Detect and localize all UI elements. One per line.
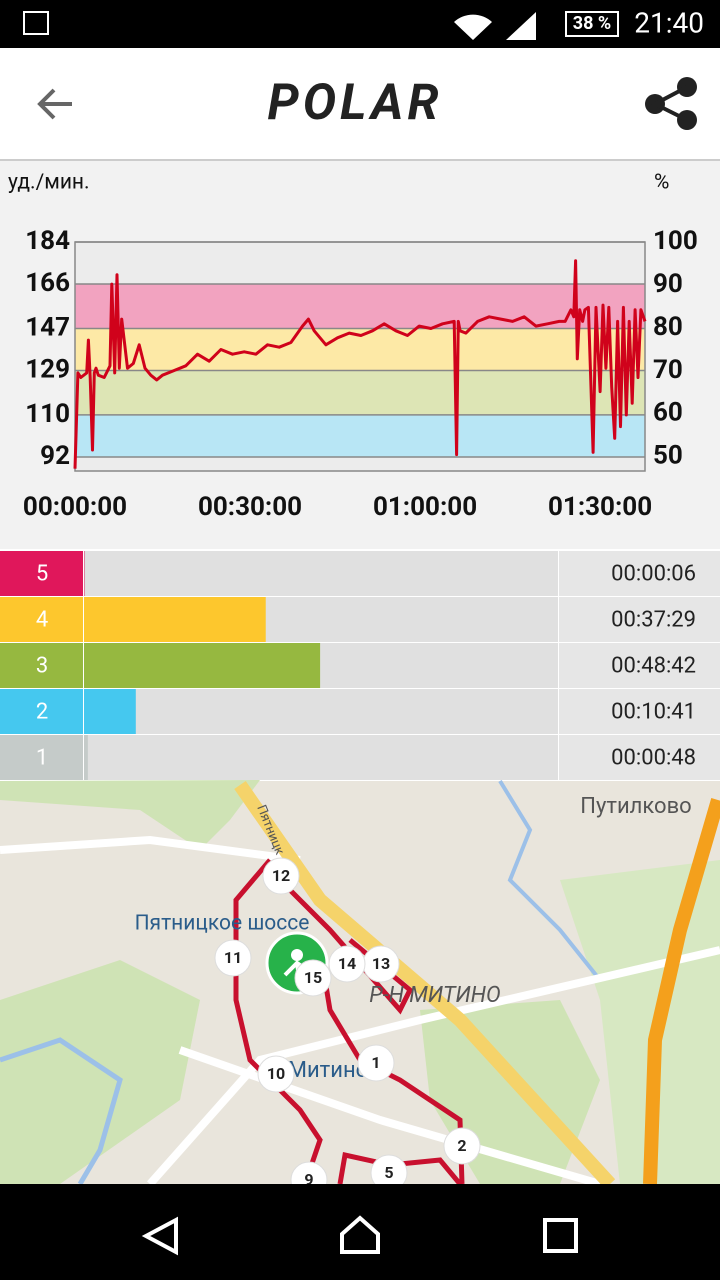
map-label: Пятницкое шоссе: [135, 912, 310, 936]
x-tick-label: 00:30:00: [198, 492, 302, 522]
route-marker-label: 12: [272, 866, 290, 885]
zone-number: 1: [36, 745, 48, 770]
y2-tick-label: 90: [653, 269, 683, 299]
y2-tick-label: 80: [653, 312, 683, 342]
zone-band: [75, 415, 645, 457]
clock: 21:40: [634, 6, 704, 39]
x-tick-label: 01:30:00: [548, 492, 652, 522]
zone-time: 00:00:06: [611, 561, 696, 586]
zone-list: 5 00:00:06 4 00:37:29 3 00:48:42 2 00:10:41 1 00:…: [0, 551, 720, 780]
y-tick-label: 184: [25, 226, 70, 256]
route-marker-label: 15: [304, 968, 322, 987]
zone-time: 00:10:41: [611, 699, 696, 724]
map-label: Путилково: [580, 794, 691, 819]
route-marker-label: 5: [384, 1163, 393, 1182]
logo: POLAR: [267, 74, 442, 132]
y-tick-label: 110: [25, 399, 70, 429]
route-marker-label: 10: [267, 1064, 285, 1083]
zone-time: 00:00:48: [611, 745, 696, 770]
y2-tick-label: 70: [653, 355, 683, 385]
zone-bar: [84, 597, 266, 642]
zone-bar: [84, 643, 320, 688]
map-label: Митино: [288, 1058, 368, 1083]
zone-number: 5: [36, 561, 48, 586]
y-tick-label: 166: [25, 268, 70, 298]
zone-number: 3: [36, 653, 48, 678]
battery-level: 38 %: [573, 13, 611, 34]
navigation-bar: [0, 1184, 720, 1280]
zone-time: 00:48:42: [611, 653, 696, 678]
x-tick-label: 00:00:00: [23, 492, 127, 522]
y-axis-unit: уд./мин.: [8, 171, 90, 195]
route-marker-label: 13: [372, 954, 390, 973]
zone-number: 4: [36, 607, 48, 632]
route-marker-label: 14: [338, 954, 356, 973]
status-bar: [0, 0, 720, 48]
y-tick-label: 92: [40, 441, 70, 471]
zone-time: 00:37:29: [611, 607, 696, 632]
zone-bar: [84, 735, 88, 780]
zone-track: [84, 689, 558, 734]
route-marker-label: 11: [224, 948, 242, 967]
zone-number: 2: [36, 699, 48, 724]
y-tick-label: 129: [25, 354, 70, 384]
zone-bar: [84, 689, 136, 734]
route-marker-label: 1: [371, 1053, 380, 1072]
map[interactable]: Путилково Пятницкое шоссе Р-Н МИТИНО Митино…: [0, 780, 720, 1198]
zone-track: [84, 735, 558, 780]
y2-tick-label: 100: [653, 226, 698, 256]
zone-track: [84, 551, 558, 596]
map-label: Р-Н МИТИНО: [369, 983, 500, 1008]
y2-tick-label: 60: [653, 398, 683, 428]
y-tick-label: 147: [25, 312, 70, 342]
y2-tick-label: 50: [653, 441, 683, 471]
route-marker-label: 2: [457, 1136, 466, 1155]
x-tick-label: 01:00:00: [373, 492, 477, 522]
y2-axis-unit: %: [654, 171, 669, 195]
